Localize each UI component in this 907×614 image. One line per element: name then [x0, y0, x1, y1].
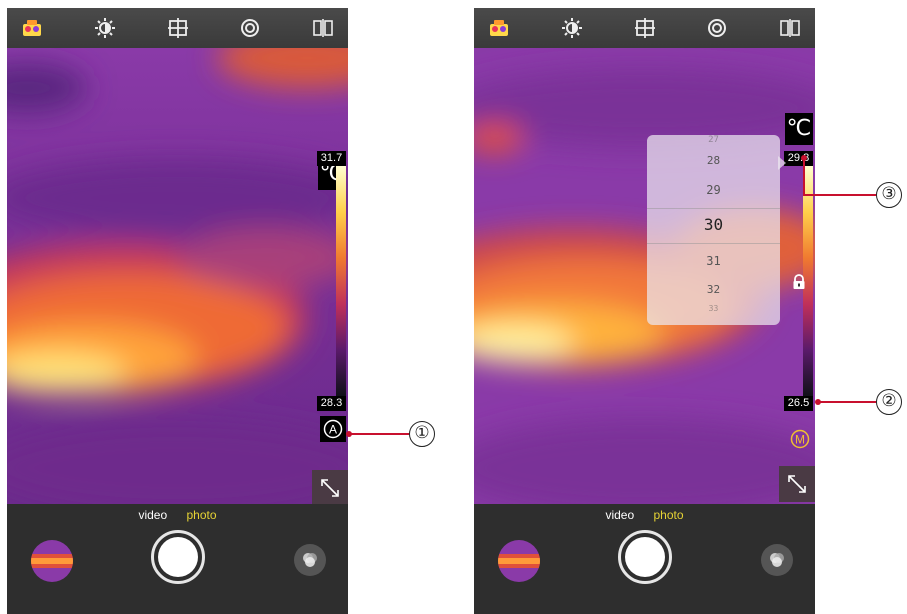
aperture-icon[interactable] [704, 15, 730, 41]
callout-3-marker: ③ [876, 182, 902, 208]
shutter-core [624, 537, 665, 577]
capture-bar: video photo [7, 504, 348, 614]
compare-icon[interactable] [310, 15, 336, 41]
picker-selection-band [647, 208, 780, 244]
callout-2-line [818, 401, 876, 403]
color-scale-bar [336, 166, 346, 396]
color-scale-bar [803, 166, 813, 396]
thermal-image: ℃ 31.7 28.3 A [7, 48, 348, 506]
thermal-camera-screen-auto: ℃ 31.7 28.3 A video photo [7, 8, 348, 614]
crosshair-icon[interactable] [632, 15, 658, 41]
lock-icon[interactable] [792, 274, 806, 290]
picker-pointer [778, 156, 786, 170]
auto-range-button[interactable]: A [320, 416, 346, 442]
manual-range-label: M [795, 433, 805, 447]
palette-button[interactable] [294, 544, 326, 576]
palette-button[interactable] [761, 544, 793, 576]
shutter-button[interactable] [150, 530, 205, 584]
callout-1-line [349, 433, 409, 435]
scale-max-temp: 31.7 [317, 151, 346, 166]
picker-item[interactable]: 28 [706, 154, 721, 167]
manual-range-button[interactable]: M [787, 426, 813, 452]
temperature-unit-label: ℃ [785, 113, 813, 145]
callout-3-line-h [803, 194, 876, 196]
crosshair-icon[interactable] [165, 15, 191, 41]
expand-button[interactable] [312, 470, 348, 506]
aperture-icon[interactable] [237, 15, 263, 41]
picker-item[interactable]: 33 [708, 304, 719, 313]
gallery-thumbnail[interactable] [31, 540, 73, 582]
top-toolbar [474, 8, 815, 48]
shutter-button[interactable] [617, 530, 672, 584]
picker-item-selected[interactable]: 30 [703, 215, 724, 234]
tab-video[interactable]: video [138, 508, 168, 522]
camera-palette-icon[interactable] [19, 15, 45, 41]
capture-mode-tabs: video photo [7, 508, 348, 522]
thermal-camera-screen-manual: ℃ 29.8 26.5 M 27 28 29 30 31 32 33 video… [474, 8, 815, 614]
picker-item[interactable]: 31 [706, 254, 721, 268]
tab-photo[interactable]: photo [186, 508, 217, 522]
picker-item[interactable]: 27 [708, 135, 719, 145]
compare-icon[interactable] [777, 15, 803, 41]
tab-video[interactable]: video [605, 508, 635, 522]
brightness-icon[interactable] [92, 15, 118, 41]
auto-range-label: A [329, 423, 337, 437]
callout-1-marker: ① [409, 421, 435, 447]
capture-mode-tabs: video photo [474, 508, 815, 522]
expand-icon [788, 475, 806, 493]
palette-icon [303, 553, 317, 567]
tab-photo[interactable]: photo [653, 508, 684, 522]
callout-3-line-v [803, 158, 805, 195]
palette-icon [770, 553, 784, 567]
picker-item[interactable]: 29 [706, 183, 721, 197]
scale-max-temp: 29.8 [784, 151, 813, 166]
gallery-thumbnail[interactable] [498, 540, 540, 582]
top-toolbar [7, 8, 348, 48]
expand-icon [321, 479, 339, 497]
camera-palette-icon[interactable] [486, 15, 512, 41]
shutter-core [157, 537, 198, 577]
scale-min-temp: 26.5 [784, 396, 813, 411]
picker-item[interactable]: 32 [706, 283, 721, 296]
brightness-icon[interactable] [559, 15, 585, 41]
expand-button[interactable] [779, 466, 815, 502]
callout-2-marker: ② [876, 389, 902, 415]
capture-bar: video photo [474, 504, 815, 614]
temperature-picker[interactable]: 27 28 29 30 31 32 33 [647, 135, 780, 325]
scale-min-temp: 28.3 [317, 396, 346, 411]
